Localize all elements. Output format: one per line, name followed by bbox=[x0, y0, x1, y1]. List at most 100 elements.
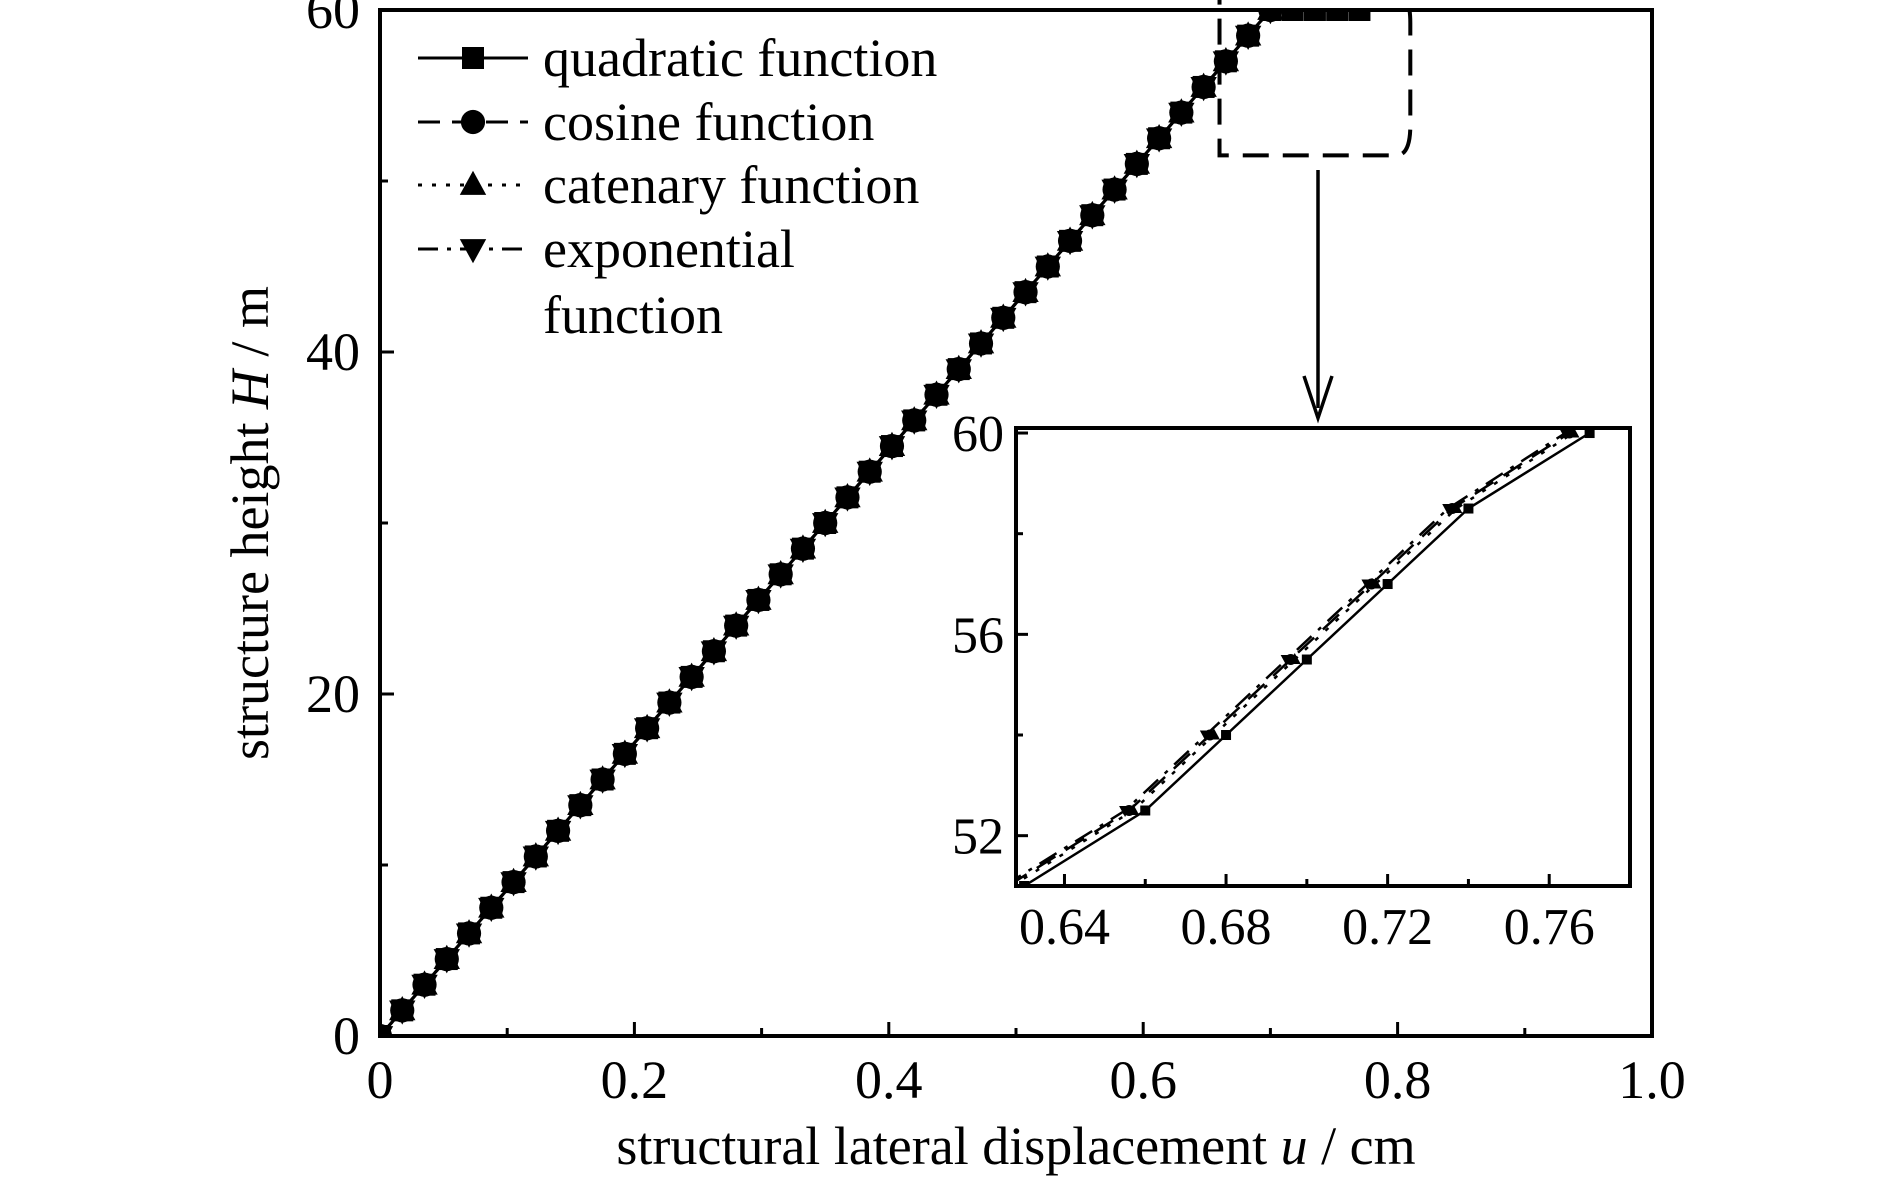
inset-data-point bbox=[1584, 428, 1595, 439]
data-point bbox=[522, 846, 550, 871]
inset-data-point bbox=[1127, 804, 1140, 816]
inset-data-point bbox=[1442, 504, 1455, 516]
inset-data-point bbox=[1301, 654, 1312, 665]
x-axis-title: structural lateral displacement u / cm bbox=[616, 1116, 1415, 1176]
inset-series bbox=[998, 428, 1595, 893]
y-tick-label: 40 bbox=[306, 322, 360, 382]
data-point bbox=[923, 384, 950, 410]
y-tick-label: 0 bbox=[333, 1006, 360, 1066]
inset-data-point bbox=[1463, 503, 1474, 514]
data-point bbox=[1123, 154, 1151, 179]
y-tick-label: 60 bbox=[306, 0, 360, 40]
data-point bbox=[1168, 102, 1195, 127]
data-point bbox=[1190, 77, 1217, 102]
y-axis-title: structure height H / m bbox=[220, 286, 280, 760]
inset-x-tick-label: 0.64 bbox=[1019, 899, 1110, 956]
inset-y-tick-label: 52 bbox=[952, 809, 1004, 866]
data-point bbox=[1348, 10, 1371, 21]
inset-data-point bbox=[1140, 805, 1151, 816]
data-point bbox=[1079, 205, 1106, 230]
data-point bbox=[1101, 179, 1128, 204]
main-series bbox=[380, 10, 1371, 1036]
x-tick-label: 0.6 bbox=[1109, 1050, 1177, 1110]
data-point bbox=[633, 718, 661, 743]
data-point bbox=[380, 1026, 394, 1036]
data-point bbox=[1012, 282, 1039, 307]
data-point bbox=[901, 410, 928, 435]
inset-data-point bbox=[1382, 579, 1393, 590]
y-tick-label: 20 bbox=[306, 664, 360, 724]
inset-data-point bbox=[1207, 728, 1220, 740]
inset-data-point bbox=[1450, 502, 1463, 514]
data-point bbox=[567, 795, 594, 820]
legend-label: cosine function bbox=[543, 92, 874, 152]
inset-data-point bbox=[1369, 577, 1382, 589]
data-point bbox=[611, 743, 639, 769]
data-point bbox=[990, 307, 1017, 333]
data-point bbox=[1303, 10, 1326, 21]
data-point bbox=[878, 436, 906, 461]
data-point bbox=[767, 564, 794, 589]
inset-x-tick-label: 0.72 bbox=[1342, 899, 1433, 956]
inset-ticks: 0.64 0.68 0.72 0.76 52 56 60 bbox=[952, 406, 1595, 956]
x-tick-label: 0 bbox=[367, 1050, 394, 1110]
data-point bbox=[812, 513, 839, 538]
legend-label: exponential bbox=[543, 219, 795, 279]
data-point bbox=[455, 923, 483, 948]
data-point bbox=[1326, 10, 1349, 21]
main-ticks: 0 0.2 0.4 0.6 0.8 1.0 0 20 40 60 bbox=[306, 0, 1686, 1110]
inset-data-point bbox=[1567, 428, 1580, 438]
data-point bbox=[945, 359, 972, 384]
inset-y-tick-label: 56 bbox=[952, 607, 1004, 664]
data-point bbox=[589, 769, 616, 794]
inset-data-point bbox=[1361, 579, 1374, 591]
data-point bbox=[389, 1000, 416, 1025]
legend-label: catenary function bbox=[543, 155, 919, 215]
inset-data-point bbox=[1288, 653, 1301, 665]
inset-data-point bbox=[1280, 655, 1293, 667]
legend-label: quadratic function bbox=[543, 28, 937, 88]
data-point bbox=[1234, 25, 1262, 50]
inset-data-point bbox=[998, 882, 1010, 893]
data-point bbox=[411, 974, 438, 999]
data-point bbox=[1145, 128, 1173, 153]
x-tick-label: 0.8 bbox=[1364, 1050, 1432, 1110]
data-point bbox=[544, 820, 572, 846]
data-point bbox=[1212, 51, 1240, 76]
data-point bbox=[1281, 10, 1304, 21]
legend-label: function bbox=[543, 285, 723, 345]
data-point bbox=[1034, 256, 1061, 281]
inset-data-point bbox=[1119, 806, 1132, 818]
data-point bbox=[1262, 10, 1279, 25]
inset-frame bbox=[1014, 426, 1632, 888]
data-point bbox=[700, 641, 728, 666]
inset-data-point bbox=[1221, 730, 1232, 741]
data-point bbox=[1056, 230, 1084, 256]
inset-x-tick-label: 0.68 bbox=[1181, 899, 1272, 956]
inset-x-tick-label: 0.76 bbox=[1504, 899, 1595, 956]
data-point bbox=[722, 615, 750, 640]
inset-data-point bbox=[1019, 881, 1030, 886]
legend-marker bbox=[460, 109, 486, 135]
data-point bbox=[678, 667, 705, 692]
legend-marker bbox=[462, 47, 484, 69]
data-point bbox=[834, 487, 861, 512]
x-tick-label: 1.0 bbox=[1618, 1050, 1686, 1110]
legend-marker bbox=[459, 239, 487, 264]
inset-data-point bbox=[1199, 730, 1212, 742]
legend-marker bbox=[459, 170, 487, 195]
data-point bbox=[856, 461, 883, 486]
inset-data-point bbox=[1002, 881, 1013, 892]
data-point bbox=[745, 590, 772, 615]
zoom-arrow-head bbox=[1302, 375, 1334, 424]
x-tick-label: 0.4 bbox=[855, 1050, 923, 1110]
data-point bbox=[656, 692, 683, 717]
data-point bbox=[433, 949, 460, 974]
data-point bbox=[478, 897, 505, 923]
data-point bbox=[500, 872, 527, 897]
data-point bbox=[789, 538, 817, 563]
inset-y-tick-label: 60 bbox=[952, 406, 1004, 463]
x-tick-label: 0.2 bbox=[601, 1050, 669, 1110]
